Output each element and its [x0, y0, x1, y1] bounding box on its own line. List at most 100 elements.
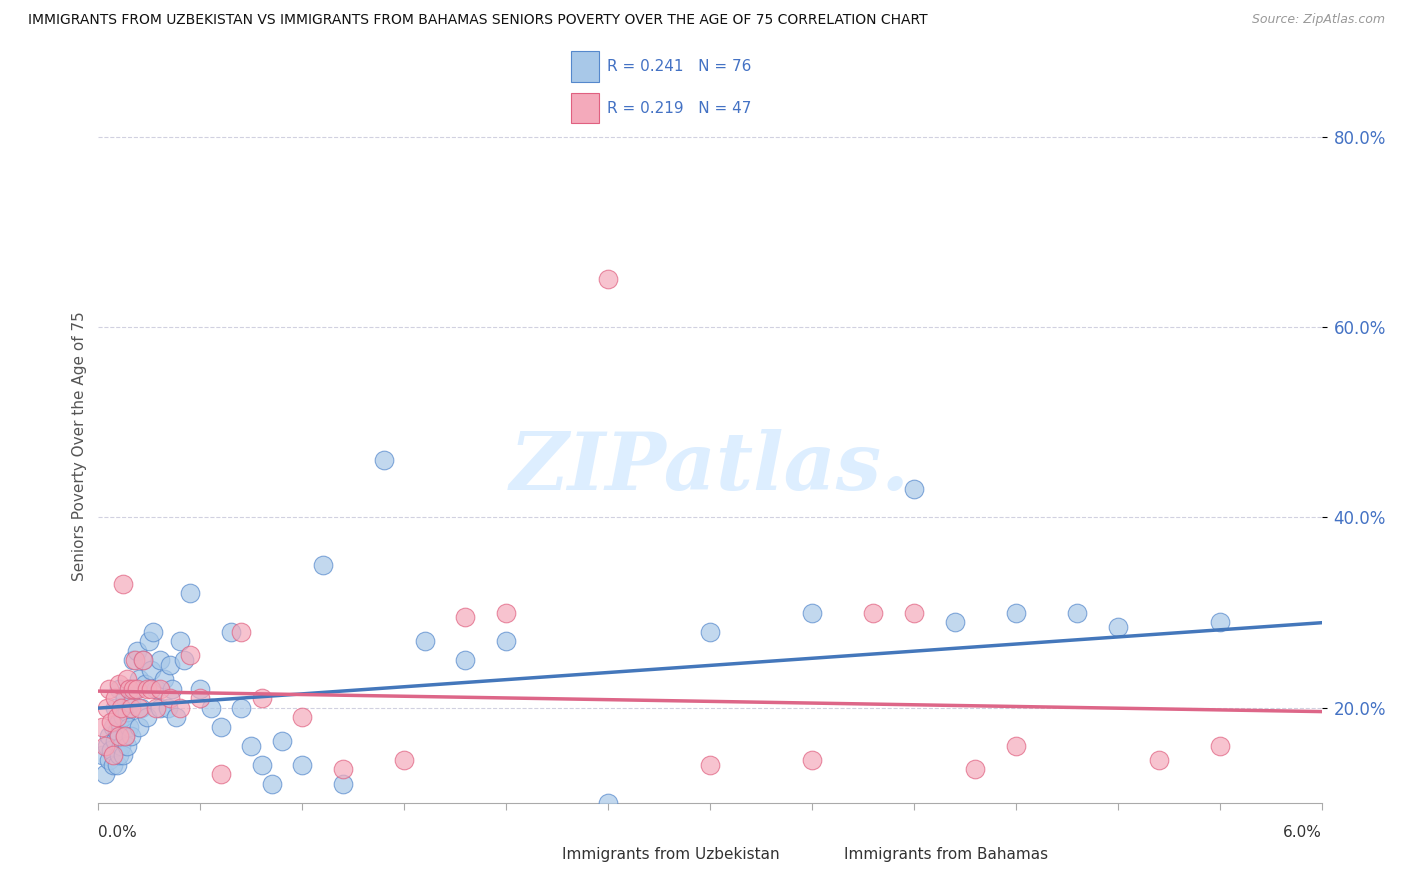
- Point: [104, 691, 127, 706]
- Point: [801, 753, 824, 767]
- Point: [250, 691, 273, 706]
- Text: Source: ZipAtlas.com: Source: ZipAtlas.com: [1251, 13, 1385, 27]
- Point: [114, 691, 136, 706]
- Point: [138, 634, 160, 648]
- Point: [311, 558, 335, 572]
- Text: R = 0.219   N = 47: R = 0.219 N = 47: [607, 101, 752, 116]
- Point: [132, 653, 155, 667]
- Point: [96, 700, 118, 714]
- Point: [169, 634, 191, 648]
- Point: [1004, 739, 1026, 753]
- Point: [114, 729, 136, 743]
- Y-axis label: Seniors Poverty Over the Age of 75: Seniors Poverty Over the Age of 75: [72, 311, 87, 581]
- Point: [159, 657, 181, 672]
- Point: [188, 691, 211, 706]
- Point: [132, 653, 155, 667]
- Point: [104, 734, 127, 748]
- Text: Immigrants from Bahamas: Immigrants from Bahamas: [844, 847, 1047, 862]
- Point: [91, 720, 114, 734]
- Point: [145, 681, 167, 696]
- Point: [188, 681, 211, 696]
- Point: [118, 681, 141, 696]
- Point: [129, 700, 152, 714]
- Point: [200, 700, 222, 714]
- Point: [903, 482, 925, 496]
- Point: [124, 681, 146, 696]
- Point: [93, 767, 115, 781]
- Point: [128, 700, 150, 714]
- Point: [149, 700, 172, 714]
- Point: [963, 763, 986, 777]
- Point: [136, 710, 159, 724]
- Point: [149, 681, 172, 696]
- Point: [118, 720, 141, 734]
- Point: [122, 653, 145, 667]
- Text: 6.0%: 6.0%: [1282, 825, 1322, 840]
- Point: [801, 606, 824, 620]
- Point: [108, 748, 131, 763]
- Point: [108, 677, 131, 691]
- Point: [105, 724, 128, 739]
- Point: [596, 796, 619, 810]
- Text: IMMIGRANTS FROM UZBEKISTAN VS IMMIGRANTS FROM BAHAMAS SENIORS POVERTY OVER THE A: IMMIGRANTS FROM UZBEKISTAN VS IMMIGRANTS…: [28, 13, 928, 28]
- Point: [93, 739, 115, 753]
- Point: [152, 672, 174, 686]
- Point: [97, 729, 120, 743]
- Point: [136, 681, 159, 696]
- Point: [110, 700, 132, 714]
- Point: [291, 757, 314, 772]
- Point: [100, 714, 122, 729]
- Point: [108, 714, 131, 729]
- Point: [156, 700, 179, 714]
- Point: [160, 681, 183, 696]
- Point: [159, 691, 181, 706]
- Point: [134, 677, 156, 691]
- Point: [219, 624, 242, 639]
- Point: [128, 672, 150, 686]
- Point: [105, 710, 128, 724]
- Point: [270, 734, 292, 748]
- Point: [209, 767, 232, 781]
- Point: [111, 710, 134, 724]
- Point: [229, 624, 253, 639]
- Point: [596, 272, 619, 286]
- Point: [96, 739, 118, 753]
- Point: [124, 653, 146, 667]
- Text: 0.0%: 0.0%: [98, 825, 138, 840]
- Point: [97, 681, 120, 696]
- Point: [209, 720, 232, 734]
- Point: [142, 624, 165, 639]
- Point: [105, 757, 128, 772]
- Point: [240, 739, 263, 753]
- Point: [699, 624, 721, 639]
- Point: [1107, 620, 1129, 634]
- Point: [332, 777, 354, 791]
- Point: [104, 700, 127, 714]
- Point: [127, 643, 149, 657]
- Point: [115, 672, 138, 686]
- Point: [373, 453, 395, 467]
- Point: [120, 700, 142, 714]
- Point: [111, 748, 134, 763]
- Point: [179, 648, 201, 663]
- Point: [111, 577, 134, 591]
- Point: [101, 720, 124, 734]
- Point: [332, 763, 354, 777]
- Point: [91, 748, 114, 763]
- Point: [122, 681, 145, 696]
- Point: [108, 729, 131, 743]
- Bar: [571, 52, 599, 82]
- Point: [114, 729, 136, 743]
- Point: [115, 739, 138, 753]
- Text: ZIPatlas.: ZIPatlas.: [510, 429, 910, 506]
- Point: [173, 653, 195, 667]
- Point: [127, 681, 149, 696]
- Point: [165, 710, 187, 724]
- Point: [454, 610, 477, 624]
- Point: [495, 634, 517, 648]
- Point: [250, 757, 273, 772]
- Point: [1004, 606, 1026, 620]
- Point: [495, 606, 517, 620]
- Point: [110, 700, 132, 714]
- Point: [1208, 739, 1230, 753]
